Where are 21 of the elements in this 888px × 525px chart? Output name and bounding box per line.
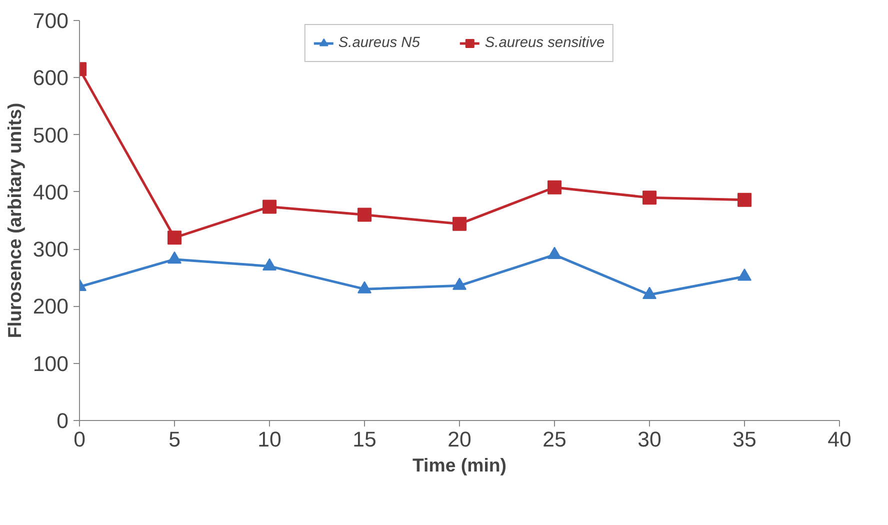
x-tick-label: 25 [542, 428, 566, 452]
y-tick-label: 500 [32, 123, 69, 148]
x-tick-label: 10 [258, 428, 282, 452]
y-tick-label: 0 [56, 409, 69, 433]
y-tick-label: 400 [32, 180, 69, 204]
y-tick-label: 100 [32, 352, 69, 376]
legend-label: S.aureus N5 [338, 35, 420, 51]
x-tick-label: 0 [74, 428, 86, 452]
x-tick-label: 30 [638, 428, 662, 452]
x-tick-label: 20 [448, 428, 472, 452]
y-tick-label: 700 [32, 9, 69, 33]
y-axis-title: Flurosence (arbitary units) [4, 102, 25, 338]
legend-label: S.aureus sensitive [484, 35, 605, 51]
x-tick-label: 5 [168, 428, 180, 452]
y-tick-label: 600 [32, 66, 69, 90]
x-tick-label: 35 [732, 428, 756, 452]
x-tick-label: 40 [828, 428, 852, 452]
x-tick-label: 15 [352, 428, 376, 452]
y-tick-label: 200 [32, 294, 69, 319]
y-tick-label: 300 [32, 238, 69, 262]
x-axis-title: Time (min) [412, 454, 506, 476]
